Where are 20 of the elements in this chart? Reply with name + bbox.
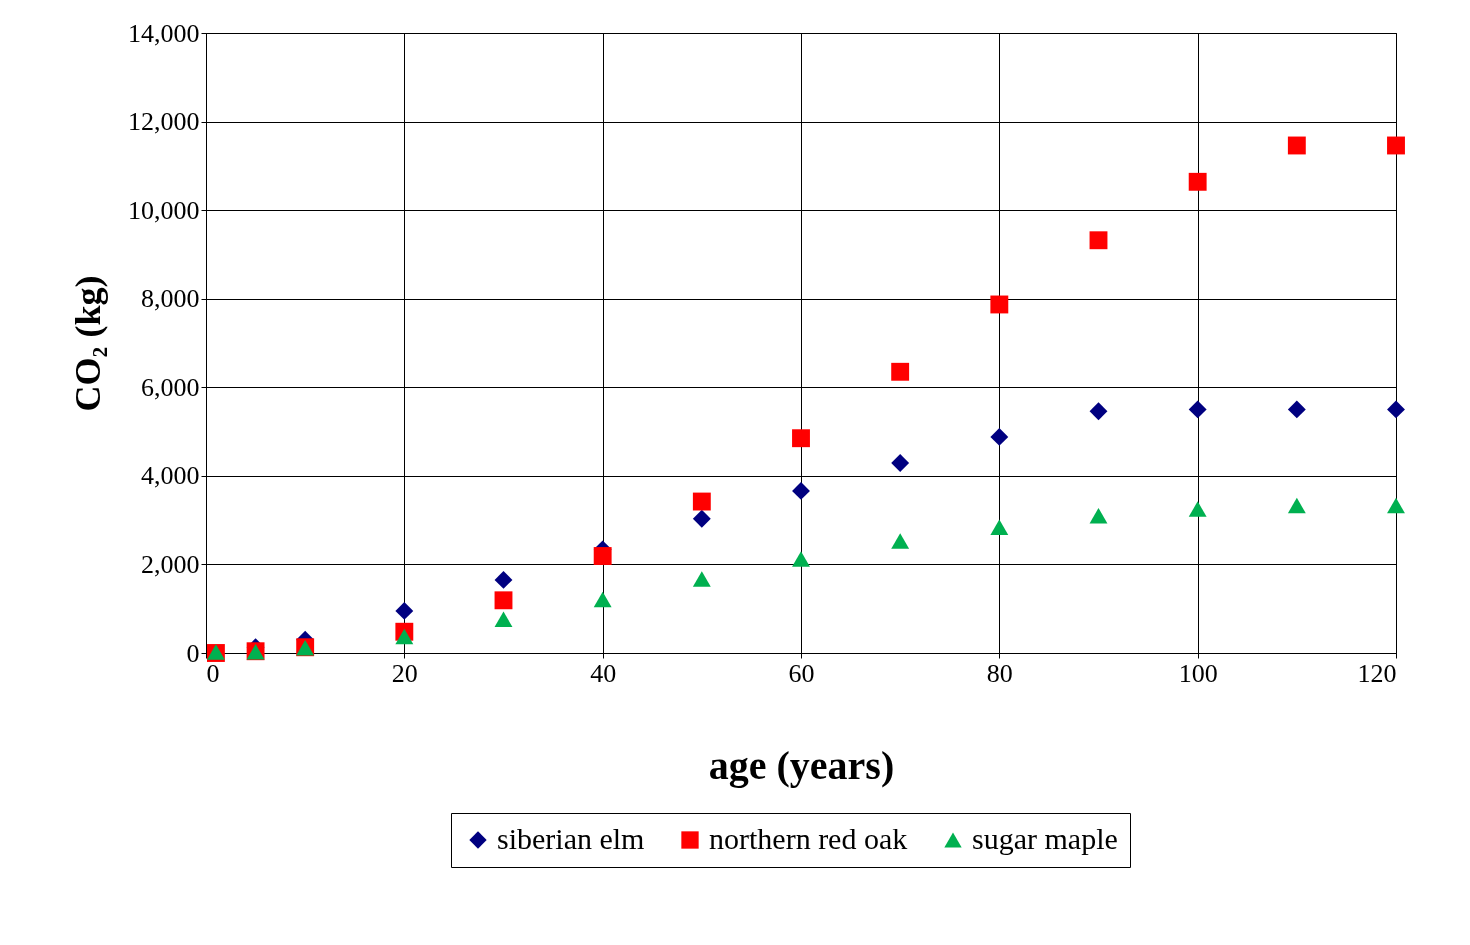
x-tick-label: 100 [1178,658,1218,688]
x-tick-label: 20 [391,658,418,688]
y-tick-label: 2,000 [141,549,200,579]
x-tick-label: 80 [986,658,1013,688]
y-tick-label: 10,000 [128,195,200,225]
legend-label: northern red oak [709,822,908,855]
y-tick-label: 4,000 [141,461,200,491]
y-axis-title: CO₂ (kg) [68,275,108,412]
y-tick-label: 14,000 [128,18,200,48]
y-tick-label: 12,000 [128,107,200,137]
legend-label: siberian elm [497,822,645,855]
y-tick-label: 8,000 [141,284,200,314]
y-tick-label: 6,000 [141,372,200,402]
y-tick-label: 0 [186,638,200,668]
legend-label: sugar maple [972,822,1118,855]
x-tick-label: 120 [1357,658,1397,688]
x-tick-label: 40 [590,658,617,688]
x-tick-label: 60 [788,658,815,688]
x-axis-title: age (years) [708,742,895,788]
x-tick-label: 0 [206,658,220,688]
